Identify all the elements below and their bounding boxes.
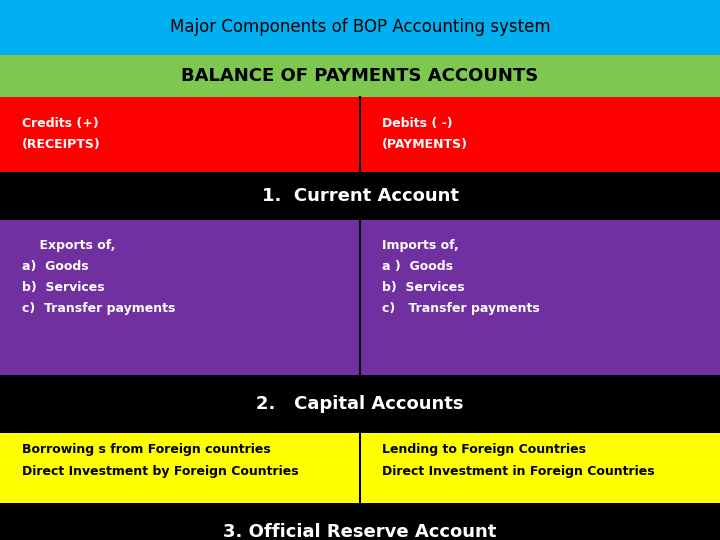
Text: 2.   Capital Accounts: 2. Capital Accounts [256, 395, 464, 413]
Text: Debits ( -)
(PAYMENTS): Debits ( -) (PAYMENTS) [382, 118, 467, 152]
FancyBboxPatch shape [0, 97, 720, 172]
Text: BALANCE OF PAYMENTS ACCOUNTS: BALANCE OF PAYMENTS ACCOUNTS [181, 67, 539, 85]
Text: 3. Official Reserve Account: 3. Official Reserve Account [223, 523, 497, 540]
Text: Imports of,
a )  Goods
b)  Services
c)   Transfer payments: Imports of, a ) Goods b) Services c) Tra… [382, 239, 539, 315]
FancyBboxPatch shape [0, 55, 720, 97]
Text: 1.  Current Account: 1. Current Account [261, 187, 459, 205]
Text: Borrowing s from Foreign countries
Direct Investment by Foreign Countries: Borrowing s from Foreign countries Direc… [22, 443, 298, 478]
FancyBboxPatch shape [0, 172, 720, 220]
FancyBboxPatch shape [0, 0, 720, 55]
Text: Lending to Foreign Countries
Direct Investment in Foreign Countries: Lending to Foreign Countries Direct Inve… [382, 443, 654, 478]
Text: Credits (+)
(RECEIPTS): Credits (+) (RECEIPTS) [22, 118, 100, 152]
Text: Exports of,
a)  Goods
b)  Services
c)  Transfer payments: Exports of, a) Goods b) Services c) Tran… [22, 239, 175, 315]
FancyBboxPatch shape [0, 220, 720, 375]
FancyBboxPatch shape [0, 433, 720, 503]
FancyBboxPatch shape [0, 503, 720, 540]
Text: Major Components of BOP Accounting system: Major Components of BOP Accounting syste… [170, 18, 550, 37]
FancyBboxPatch shape [0, 375, 720, 433]
